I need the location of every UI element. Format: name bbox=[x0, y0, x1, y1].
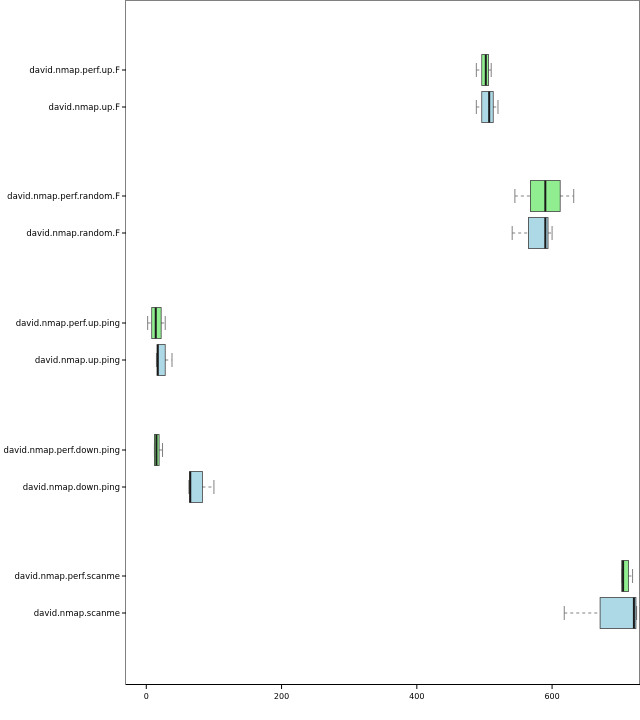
iqr-box bbox=[528, 217, 549, 249]
category-label: david.nmap.perf.up.F bbox=[29, 66, 120, 76]
x-tick-label: 0 bbox=[144, 692, 149, 701]
category-label: david.nmap.perf.scanme bbox=[15, 572, 120, 582]
box-david.nmap.down.ping bbox=[188, 471, 215, 503]
x-tick-label: 600 bbox=[544, 692, 559, 701]
iqr-box bbox=[599, 597, 637, 629]
x-tick-label: 200 bbox=[274, 692, 289, 701]
box-david.nmap.random.F bbox=[511, 217, 553, 249]
box-david.nmap.scanme bbox=[563, 597, 638, 629]
box-david.nmap.perf.random.F bbox=[514, 180, 575, 212]
box-david.nmap.up.ping bbox=[155, 344, 173, 376]
category-label: david.nmap.perf.up.ping bbox=[16, 319, 120, 329]
category-label: david.nmap.perf.down.ping bbox=[4, 446, 120, 456]
category-label: david.nmap.up.F bbox=[49, 103, 121, 113]
iqr-box bbox=[189, 471, 203, 503]
boxes-layer bbox=[147, 54, 638, 629]
x-tick-label: 400 bbox=[409, 692, 424, 701]
box-david.nmap.perf.up.ping bbox=[147, 307, 166, 339]
x-axis-ticks: 0 200 400 600 bbox=[144, 684, 560, 701]
category-label: david.nmap.random.F bbox=[26, 229, 120, 239]
category-labels: david.nmap.perf.up.F david.nmap.up.F david… bbox=[4, 66, 126, 619]
category-label: david.nmap.scanme bbox=[34, 609, 120, 619]
box-david.nmap.perf.down.ping bbox=[153, 434, 164, 466]
category-label: david.nmap.down.ping bbox=[23, 483, 120, 493]
box-david.nmap.perf.scanme bbox=[621, 560, 634, 592]
category-label: david.nmap.perf.random.F bbox=[7, 192, 120, 202]
iqr-box bbox=[481, 91, 494, 123]
plot-frame bbox=[125, 0, 640, 685]
box-david.nmap.perf.up.F bbox=[475, 54, 492, 86]
iqr-box bbox=[621, 560, 629, 592]
box-david.nmap.up.F bbox=[475, 91, 499, 123]
category-label: david.nmap.up.ping bbox=[35, 356, 120, 366]
